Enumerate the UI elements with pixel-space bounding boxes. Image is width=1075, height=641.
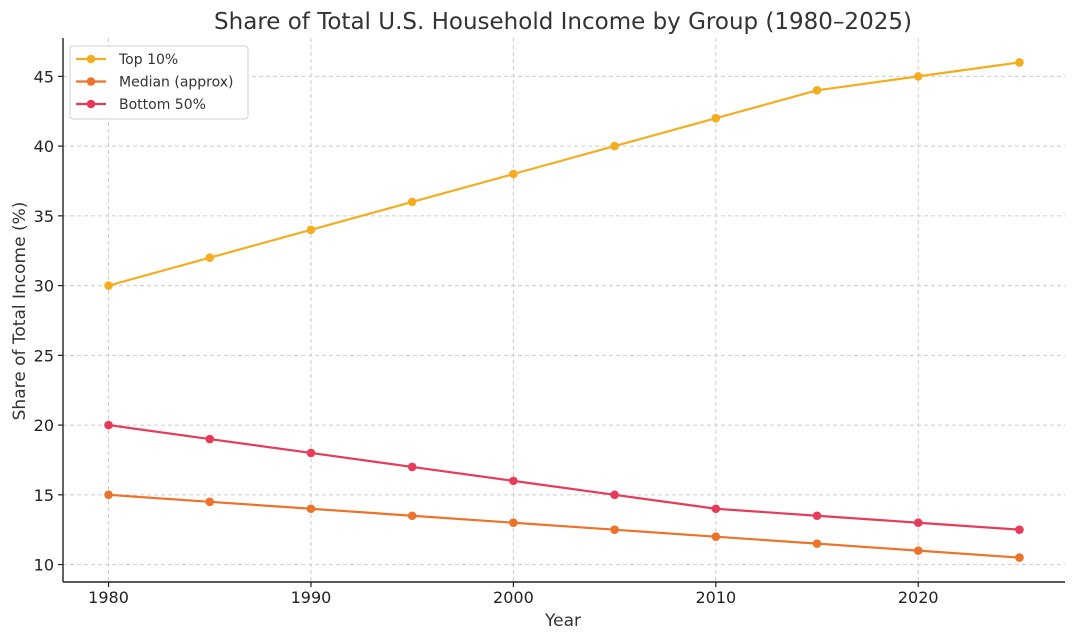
data-point xyxy=(306,504,316,514)
data-point xyxy=(711,113,721,123)
data-point xyxy=(205,253,215,262)
series-line xyxy=(108,493,1020,559)
x-tick-label: 2020 xyxy=(898,588,939,607)
data-point xyxy=(610,490,619,500)
data-point xyxy=(711,532,721,541)
x-tick-label: 1980 xyxy=(88,588,129,607)
data-point xyxy=(407,197,417,207)
legend-label: Top 10% xyxy=(118,52,178,68)
data-point xyxy=(610,525,619,534)
axes xyxy=(62,38,1065,583)
legend-marker xyxy=(86,77,96,86)
data-point xyxy=(407,462,417,472)
data-point xyxy=(913,72,923,81)
y-tick-label: 10 xyxy=(34,556,54,575)
y-tick-label: 35 xyxy=(34,207,54,226)
x-tick-label: 2000 xyxy=(493,588,534,607)
series-lines xyxy=(104,58,1024,562)
y-tick-label: 30 xyxy=(34,277,54,296)
data-point xyxy=(205,497,215,507)
data-point xyxy=(509,518,518,528)
ticks: 10 15 20 25 30 35 40 45 1980 1990 2000 2010 2020 xyxy=(34,67,939,607)
data-point xyxy=(306,225,316,235)
y-tick-label: 20 xyxy=(34,416,54,435)
data-point xyxy=(1015,58,1024,67)
data-point xyxy=(711,504,721,514)
legend-items: Top 10% Median (approx) Bottom 50% xyxy=(76,52,234,113)
data-point xyxy=(1015,525,1024,534)
y-axis-label: Share of Total Income (%) xyxy=(10,202,30,421)
x-axis-label: Year xyxy=(544,611,581,631)
data-point xyxy=(104,420,113,430)
data-point xyxy=(205,434,215,444)
data-point xyxy=(812,539,822,548)
legend-marker xyxy=(86,99,96,109)
series-line xyxy=(108,423,1020,531)
chart-title: Share of Total U.S. Household Income by … xyxy=(214,9,912,35)
data-point xyxy=(509,169,518,179)
y-tick-label: 15 xyxy=(34,486,54,505)
data-point xyxy=(407,511,417,521)
data-point xyxy=(812,86,822,95)
data-point xyxy=(812,511,822,521)
legend-marker xyxy=(86,54,96,64)
y-tick-label: 40 xyxy=(34,137,54,156)
legend: Top 10% Median (approx) Bottom 50% xyxy=(69,45,249,120)
legend-label: Bottom 50% xyxy=(119,97,206,113)
data-point xyxy=(509,476,518,486)
data-point xyxy=(610,141,619,151)
y-tick-label: 45 xyxy=(34,67,54,86)
data-point xyxy=(913,518,923,528)
data-point xyxy=(913,546,923,555)
data-point xyxy=(1015,553,1024,562)
x-tick-label: 1990 xyxy=(291,588,332,607)
data-point xyxy=(306,448,316,458)
data-point xyxy=(104,490,113,500)
data-point xyxy=(104,281,113,290)
series-line xyxy=(108,61,1020,287)
x-tick-label: 2010 xyxy=(695,588,736,607)
y-tick-label: 25 xyxy=(34,346,54,365)
grid xyxy=(63,38,1065,582)
legend-box xyxy=(69,45,249,120)
legend-label: Median (approx) xyxy=(119,75,234,91)
